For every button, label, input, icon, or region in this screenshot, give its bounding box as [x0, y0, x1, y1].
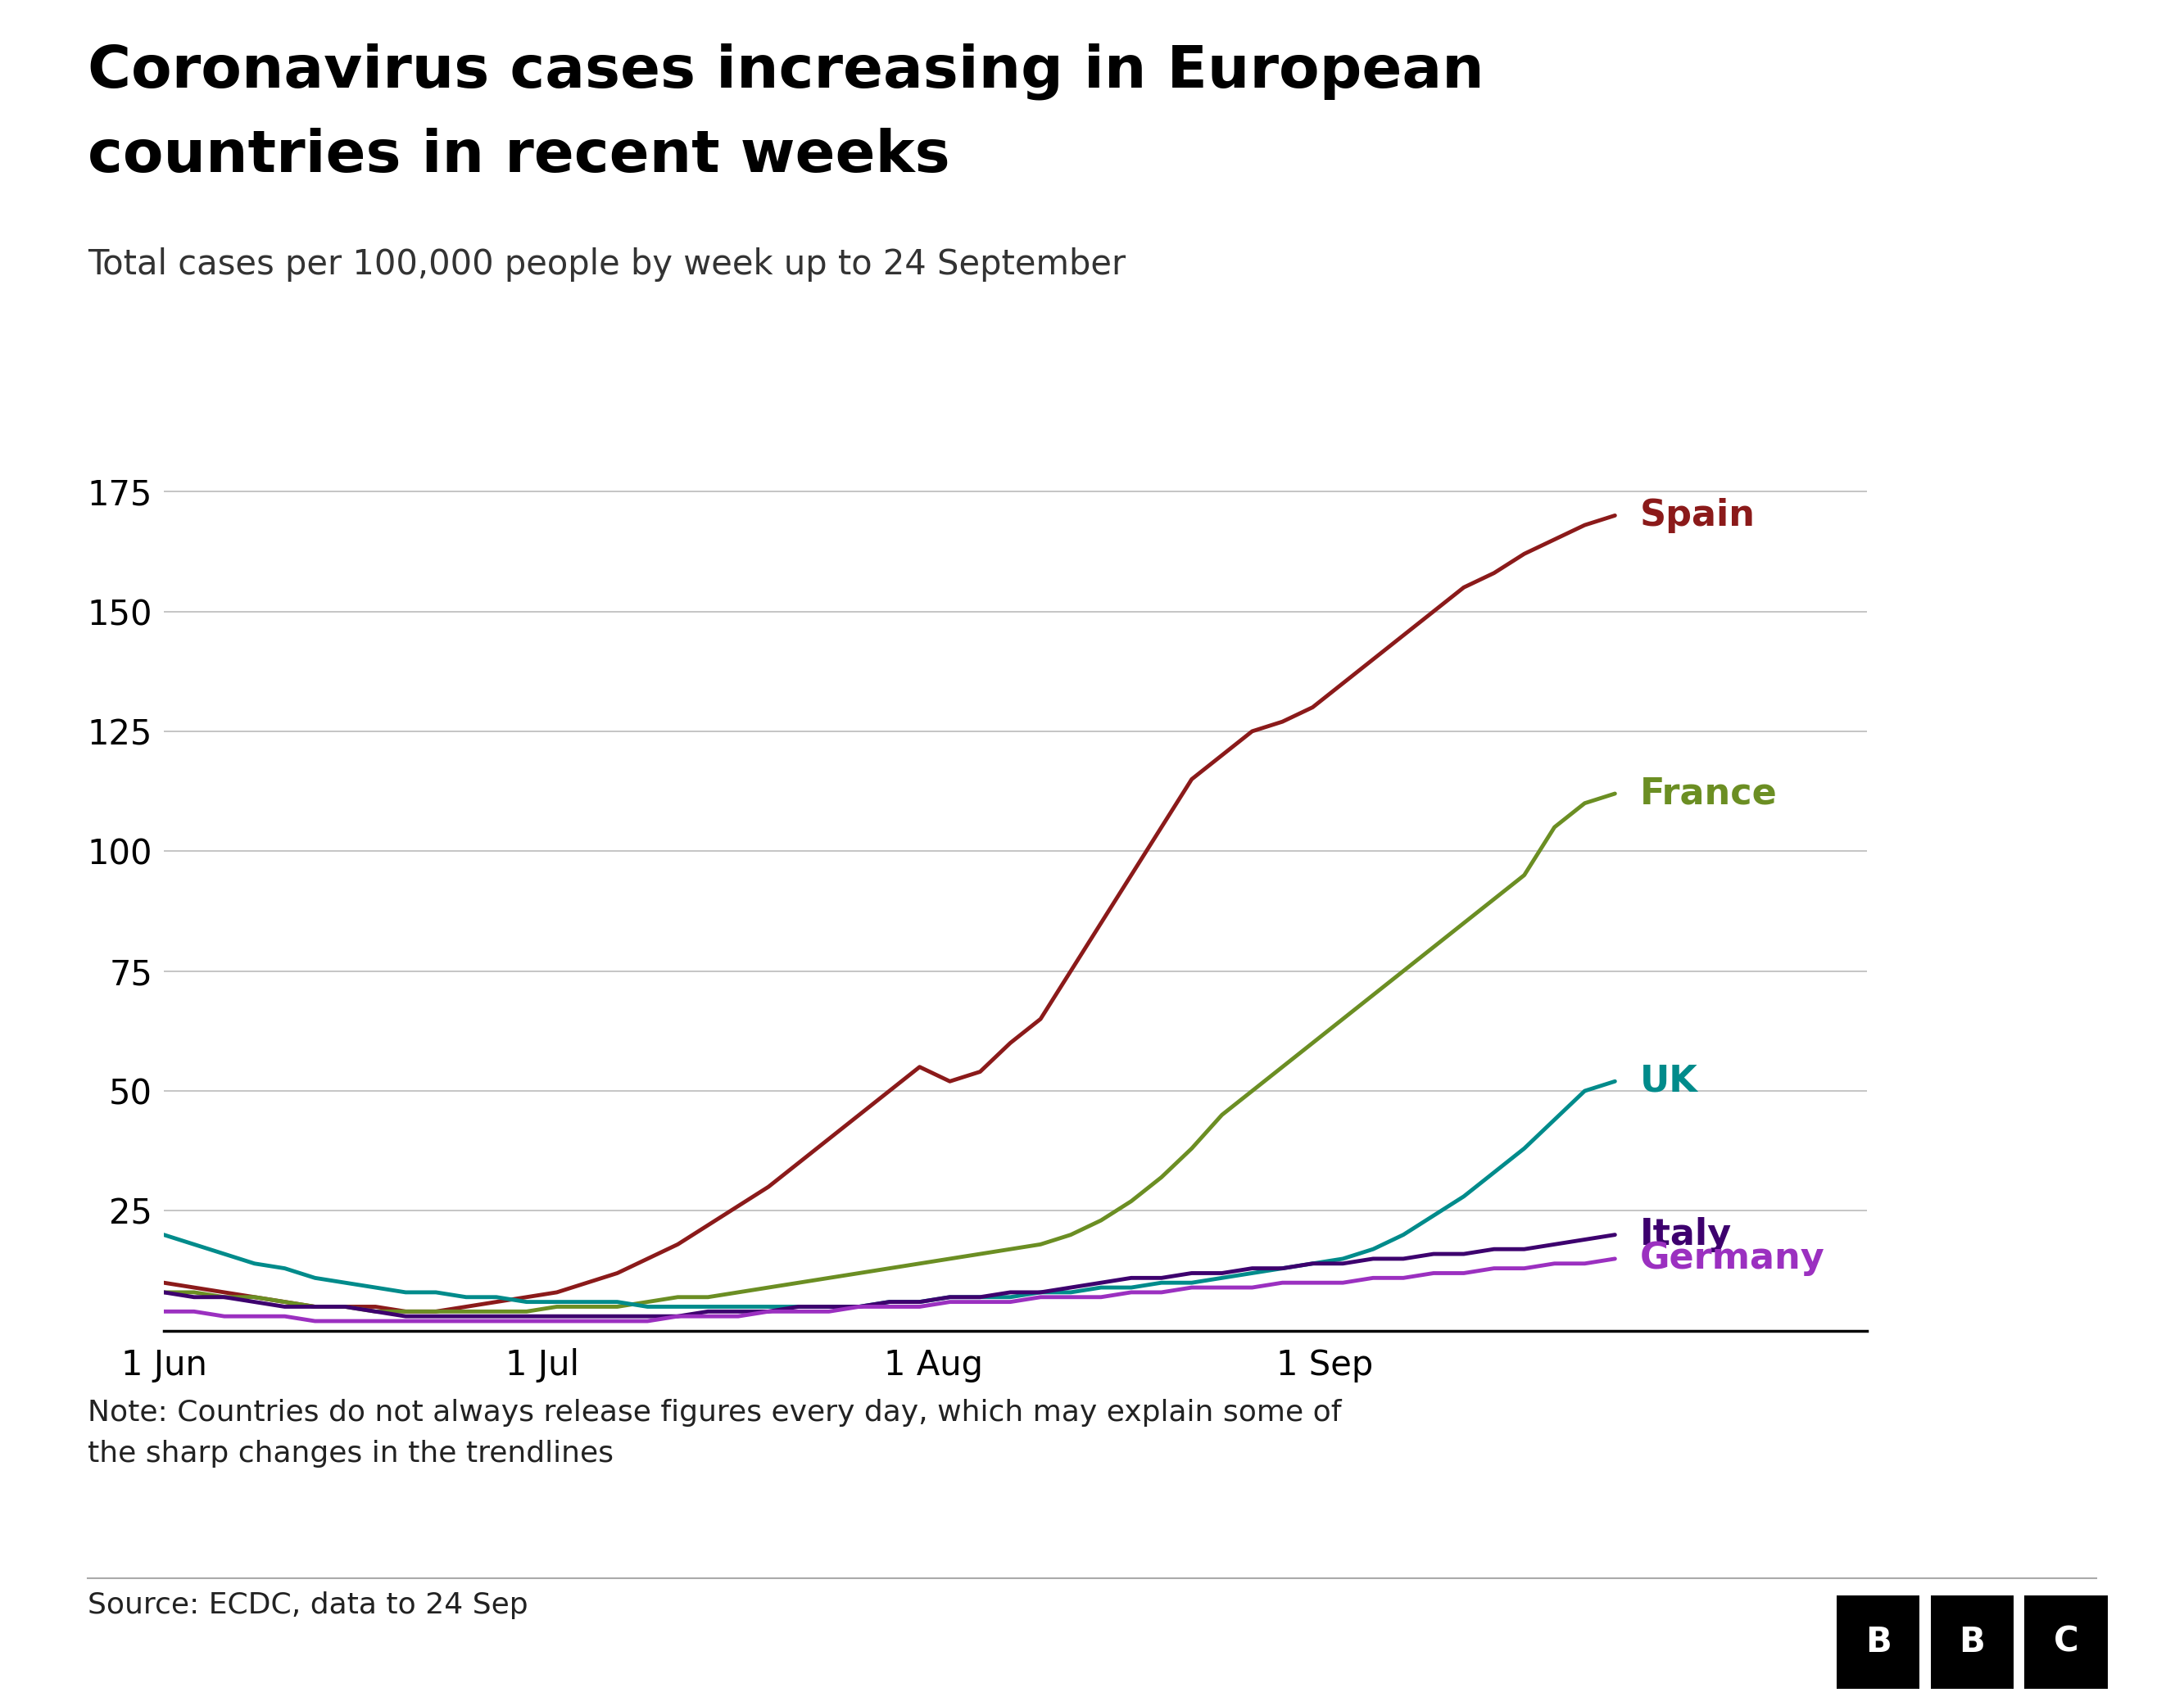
Text: Spain: Spain [1640, 498, 1756, 532]
Text: France: France [1640, 776, 1778, 812]
Text: UK: UK [1640, 1065, 1699, 1099]
Text: Coronavirus cases increasing in European: Coronavirus cases increasing in European [87, 43, 1483, 99]
Text: Note: Countries do not always release figures every day, which may explain some : Note: Countries do not always release fi… [87, 1399, 1341, 1467]
Text: Germany: Germany [1640, 1242, 1826, 1276]
Text: B: B [1959, 1624, 1985, 1660]
Text: Source: ECDC, data to 24 Sep: Source: ECDC, data to 24 Sep [87, 1592, 529, 1619]
Text: C: C [2053, 1624, 2079, 1660]
Text: Total cases per 100,000 people by week up to 24 September: Total cases per 100,000 people by week u… [87, 247, 1125, 281]
Text: Italy: Italy [1640, 1216, 1732, 1252]
Text: countries in recent weeks: countries in recent weeks [87, 128, 950, 184]
Text: B: B [1865, 1624, 1891, 1660]
